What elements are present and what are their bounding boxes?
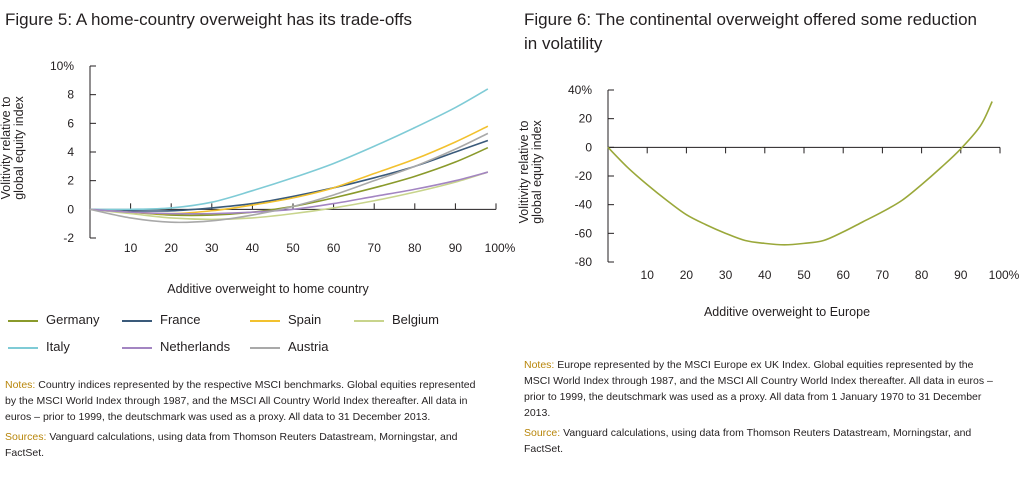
figure6-notes-paragraph: Notes: Europe represented by the MSCI Eu… — [524, 357, 994, 421]
fig5-x-tick-label: 60 — [327, 241, 341, 255]
legend-label-germany: Germany — [46, 312, 100, 327]
figure6-notes: Notes: Europe represented by the MSCI Eu… — [524, 357, 994, 461]
fig6-series-line-europe — [607, 101, 993, 246]
fig5-x-axis-title: Additive overweight to home country — [167, 282, 369, 296]
fig5-x-tick-label: 10 — [124, 241, 138, 255]
fig6-x-axis-title: Additive overweight to Europe — [704, 305, 870, 319]
fig6-x-tick-label: 90 — [954, 268, 968, 282]
figure6-title: Figure 6: The continental overweight off… — [524, 10, 977, 53]
fig6-y-tick-label: -80 — [575, 255, 593, 269]
figure6-notes-text: Europe represented by the MSCI Europe ex… — [524, 359, 993, 419]
figure5-notes-label: Notes: — [5, 379, 36, 391]
figure5-notes: Notes: Country indices represented by th… — [5, 377, 481, 465]
legend-swatch-spain — [250, 319, 280, 322]
figure5-sources-paragraph: Sources: Vanguard calculations, using da… — [5, 429, 481, 461]
fig6-x-tick-label: 40 — [758, 268, 772, 282]
figure5-title: Figure 5: A home-country overweight has … — [5, 10, 412, 29]
fig5-x-tick-label: 20 — [165, 241, 179, 255]
fig5-y-axis-title: Volitivity relative toglobal equity inde… — [0, 95, 26, 199]
fig5-series-line-austria — [89, 132, 489, 224]
fig6-x-tick-label: 70 — [876, 268, 890, 282]
fig5-series-line-belgium — [89, 171, 489, 221]
fig6-x-tick-label: 60 — [837, 268, 851, 282]
fig6-y-tick-label: -60 — [575, 226, 593, 240]
fig5-x-tick-label: 70 — [368, 241, 382, 255]
figure5-sources-text: Vanguard calculations, using data from T… — [5, 431, 458, 459]
fig5-series-line-netherlands — [89, 171, 489, 215]
legend-label-belgium: Belgium — [392, 312, 439, 327]
fig5-y-axis-title-line1: Volitivity relative to — [0, 97, 13, 200]
fig5-y-tick-label: 0 — [67, 202, 74, 216]
fig5-y-tick-label: 6 — [67, 116, 74, 130]
fig6-y-axis-title-line2: global equity index — [530, 119, 544, 223]
legend-item-italy: Italy — [8, 339, 70, 355]
figure5-notes-paragraph: Notes: Country indices represented by th… — [5, 377, 481, 425]
legend-swatch-austria — [250, 346, 280, 349]
fig5-y-tick-label: 10% — [50, 59, 74, 73]
fig5-y-axis-title-line2: global equity index — [12, 95, 26, 199]
fig5-y-tick-label: -2 — [63, 231, 74, 245]
figure5-notes-text: Country indices represented by the respe… — [5, 379, 476, 423]
legend-label-france: France — [160, 312, 201, 327]
fig6-y-tick-label: -20 — [575, 169, 593, 183]
legend-swatch-italy — [8, 346, 38, 349]
fig6-y-tick-label: 20 — [579, 112, 593, 126]
legend-label-italy: Italy — [46, 339, 70, 354]
fig6-x-tick-label: 20 — [680, 268, 694, 282]
fig6-x-tick-label: 10 — [641, 268, 655, 282]
legend-swatch-belgium — [354, 319, 384, 322]
fig6-x-tick-label: 80 — [915, 268, 929, 282]
fig6-y-axis-title: Volitivity relative toglobal equity inde… — [517, 119, 544, 223]
fig6-y-axis-title-line1: Volitivity relative to — [517, 121, 531, 224]
legend-swatch-france — [122, 319, 152, 322]
fig5-x-tick-label: 50 — [286, 241, 300, 255]
fig5-x-tick-label: 40 — [246, 241, 260, 255]
legend-item-belgium: Belgium — [354, 312, 439, 328]
legend-label-netherlands: Netherlands — [160, 339, 231, 354]
fig6-y-tick-label: 0 — [585, 140, 592, 154]
figure5-sources-label: Sources: — [5, 431, 47, 443]
figure6-source-paragraph: Source: Vanguard calculations, using dat… — [524, 425, 994, 457]
legend-label-austria: Austria — [288, 339, 329, 354]
legend-item-france: France — [122, 312, 200, 328]
legend-swatch-germany — [8, 319, 38, 322]
fig5-series-line-italy — [89, 88, 489, 211]
figure6-source-label: Source: — [524, 427, 561, 439]
fig5-series-line-germany — [89, 146, 489, 217]
fig5-x-tick-label: 100% — [485, 241, 516, 255]
fig5-series-line-spain — [89, 125, 489, 215]
fig5-series-line-france — [89, 139, 489, 212]
fig5-y-tick-label: 2 — [67, 174, 74, 188]
fig6-x-tick-label: 50 — [797, 268, 811, 282]
fig6-y-tick-label: 40% — [568, 83, 592, 97]
legend-item-spain: Spain — [250, 312, 321, 328]
figure6-source-text: Vanguard calculations, using data from T… — [524, 427, 972, 455]
fig5-y-tick-label: 8 — [67, 88, 74, 102]
fig6-x-tick-label: 30 — [719, 268, 733, 282]
fig5-x-tick-label: 80 — [408, 241, 422, 255]
legend-item-austria: Austria — [250, 339, 328, 355]
fig5-x-tick-label: 30 — [205, 241, 219, 255]
legend-swatch-netherlands — [122, 346, 152, 349]
legend-item-netherlands: Netherlands — [122, 339, 230, 355]
fig5-x-tick-label: 90 — [449, 241, 463, 255]
legend-item-germany: Germany — [8, 312, 99, 328]
figure6-notes-label: Notes: — [524, 359, 555, 371]
legend-label-spain: Spain — [288, 312, 322, 327]
fig6-y-tick-label: -40 — [575, 198, 593, 212]
fig6-x-tick-label: 100% — [989, 268, 1020, 282]
fig5-y-tick-label: 4 — [67, 145, 74, 159]
